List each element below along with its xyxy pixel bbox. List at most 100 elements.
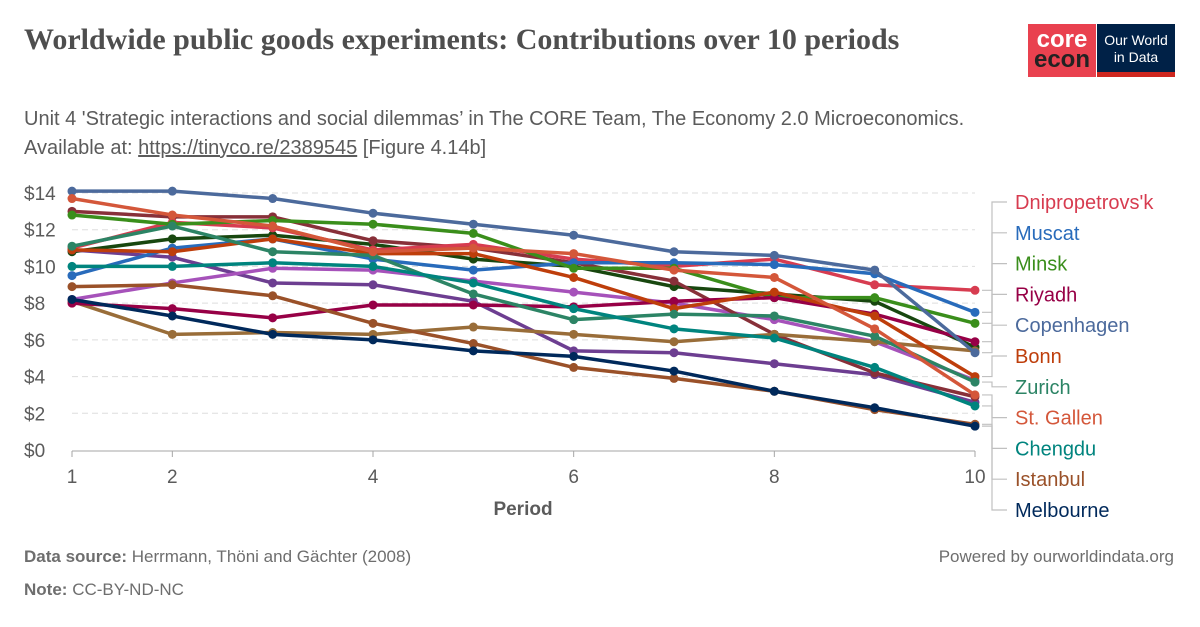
logo-core-text: core <box>1036 26 1088 53</box>
legend-label[interactable]: Riyadh <box>1015 284 1077 306</box>
data-point <box>769 260 779 270</box>
data-point <box>769 359 779 369</box>
logo-owid-line1: Our World <box>1104 32 1168 48</box>
data-point <box>970 318 980 328</box>
note: Note: CC-BY-ND-NC <box>24 580 184 600</box>
data-point <box>368 236 378 246</box>
y-tick-label: $12 <box>24 221 56 242</box>
data-point <box>569 315 579 325</box>
data-point <box>468 346 478 356</box>
data-point <box>769 333 779 343</box>
series-line <box>71 266 976 382</box>
data-point <box>669 366 679 376</box>
note-label: Note: <box>24 580 68 599</box>
x-tick-label: 2 <box>167 467 178 488</box>
data-source-label: Data source: <box>24 547 127 566</box>
legend-label[interactable]: Minsk <box>1015 254 1068 276</box>
data-source-value: Herrmann, Thöni and Gächter (2008) <box>131 547 412 566</box>
x-tick-label: 8 <box>769 467 780 488</box>
owid-logo[interactable]: Our World in Data <box>1097 24 1175 77</box>
legend-label[interactable]: Chengdu <box>1015 438 1096 460</box>
legend-item: Melbourne <box>982 425 1110 522</box>
legend-label[interactable]: Zurich <box>1015 377 1071 399</box>
data-point <box>268 194 278 204</box>
data-point <box>669 348 679 358</box>
legend-label[interactable]: St. Gallen <box>1015 408 1103 430</box>
legend-connector <box>982 293 1007 343</box>
data-point <box>870 293 880 303</box>
data-point <box>167 186 177 196</box>
source-link[interactable]: https://tinyco.re/2389545 <box>138 137 358 159</box>
legend-label[interactable]: Copenhagen <box>1015 315 1130 337</box>
legend-item: Bonn <box>982 346 1062 378</box>
legend-label[interactable]: Melbourne <box>1015 500 1110 522</box>
data-point <box>167 221 177 231</box>
data-point <box>368 335 378 345</box>
series-line <box>71 248 976 404</box>
legend-item: Riyadh <box>982 284 1077 343</box>
legend-connector <box>982 263 1007 324</box>
data-point <box>468 265 478 275</box>
data-point <box>569 329 579 339</box>
data-point <box>167 311 177 321</box>
data-point <box>67 241 77 251</box>
series-line <box>72 261 976 408</box>
data-point <box>67 261 77 271</box>
data-point <box>368 280 378 290</box>
series-copenhagen <box>67 186 980 358</box>
note-value: CC-BY-ND-NC <box>72 580 184 599</box>
data-point <box>970 337 980 347</box>
legend-connector <box>982 423 1007 480</box>
data-point <box>970 390 980 400</box>
subtitle-suffix: [Figure 4.14b] <box>357 137 487 159</box>
data-point <box>67 194 77 204</box>
series-line <box>71 224 976 384</box>
data-point <box>167 234 177 244</box>
series-chengdu <box>67 258 980 411</box>
legend-label[interactable]: Dnipropetrovs'k <box>1015 192 1154 214</box>
data-point <box>268 278 278 288</box>
data-point <box>669 309 679 319</box>
data-point <box>368 318 378 328</box>
legend-connector <box>982 232 1007 313</box>
y-tick-label: $0 <box>24 441 45 462</box>
legend-label[interactable]: Muscat <box>1015 223 1080 245</box>
legend-item: Copenhagen <box>982 315 1130 354</box>
data-point <box>468 322 478 332</box>
x-tick-label: 10 <box>964 467 985 488</box>
legend-connector <box>982 201 1007 291</box>
data-point <box>167 261 177 271</box>
data-point <box>669 373 679 383</box>
data-point <box>870 311 880 321</box>
legend-connector <box>982 405 1007 449</box>
data-point <box>870 324 880 334</box>
data-point <box>870 403 880 413</box>
data-point <box>468 339 478 349</box>
data-point <box>268 247 278 257</box>
x-axis-label: Period <box>493 499 552 520</box>
powered-by-link[interactable]: Powered by ourworldindata.org <box>938 547 1174 566</box>
core-econ-logo[interactable]: core econ <box>1028 24 1096 77</box>
data-point <box>870 362 880 372</box>
data-point <box>67 271 77 281</box>
series-st-gallen <box>67 194 980 400</box>
data-point <box>870 331 880 341</box>
legend-connector <box>982 381 1007 388</box>
series-line <box>71 299 976 353</box>
data-point <box>67 186 77 196</box>
chart-subtitle: Unit 4 'Strategic interactions and socia… <box>24 105 984 163</box>
data-point <box>167 280 177 290</box>
legend-label[interactable]: Istanbul <box>1015 469 1085 491</box>
legend-connector <box>982 324 1007 354</box>
legend-item: Zurich <box>982 377 1071 399</box>
legend-item: Minsk <box>982 254 1068 324</box>
data-point <box>970 421 980 431</box>
legend-label[interactable]: Bonn <box>1015 346 1062 368</box>
data-point <box>569 304 579 314</box>
data-point <box>468 228 478 238</box>
chart-title: Worldwide public goods experiments: Cont… <box>24 23 900 56</box>
series-line <box>71 196 976 397</box>
data-point <box>769 272 779 282</box>
series-line <box>72 189 977 355</box>
